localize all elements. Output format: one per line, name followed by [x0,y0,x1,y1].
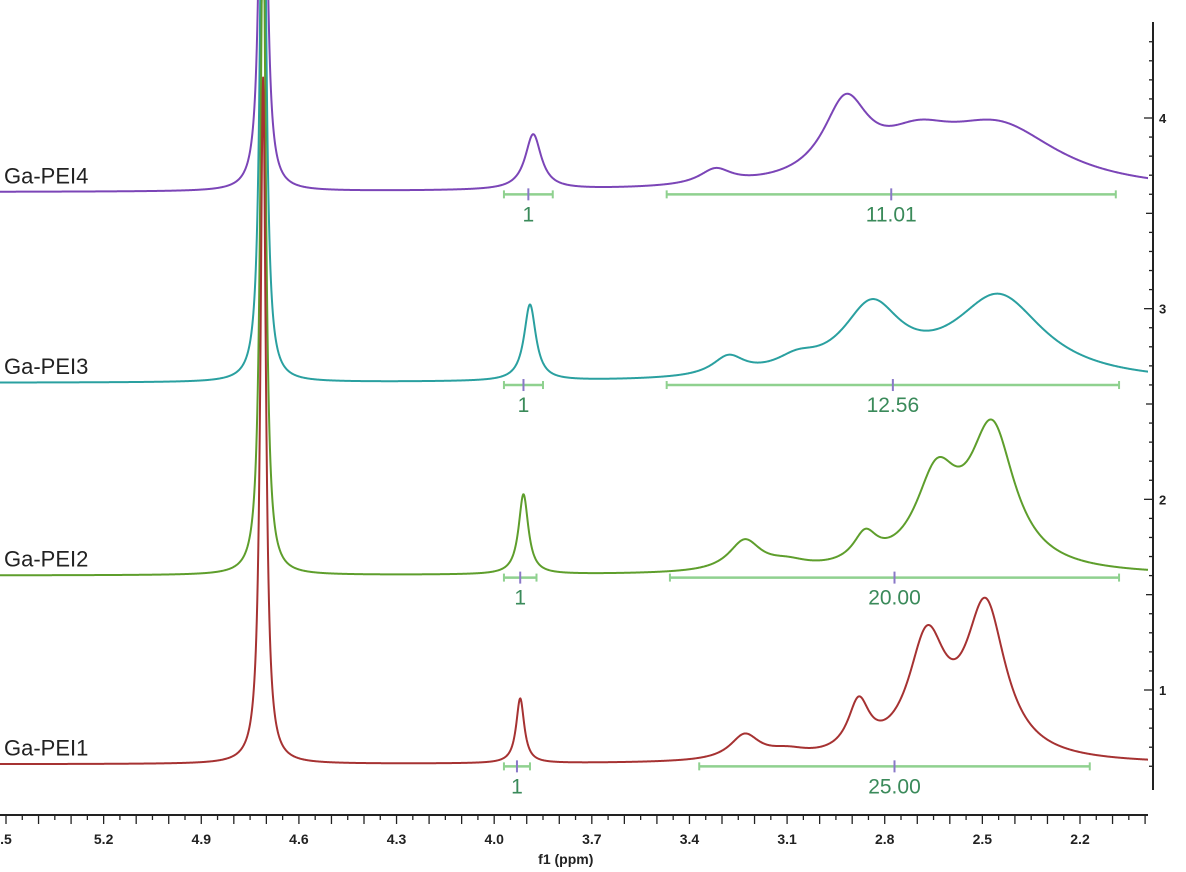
integral-ga-pei3-1: 1 [502,379,544,417]
series-label-ga-pei3: Ga-PEI3 [4,354,88,379]
x-tick-label: .5 [0,831,12,847]
y-tick-label: 4 [1159,111,1167,126]
integral-value: 12.56 [867,394,920,417]
spectrum-line-ga-pei4 [0,0,1148,193]
x-axis-ticks: .5 5.2 4.9 4.6 4.3 4.0 3.7 3.4 3.1 2.8 2.5 2.2 [0,815,1146,847]
integral-value: 1 [511,775,523,798]
integral-value: 20.00 [868,587,921,610]
integral-ga-pei4-2: 11.01 [665,188,1117,226]
series-label-ga-pei1: Ga-PEI1 [4,735,88,760]
x-tick-label: 3.4 [680,831,700,847]
x-tick-label: 3.7 [582,831,602,847]
integral-value: 1 [518,394,530,417]
spectrum-line-ga-pei1 [0,76,1148,766]
integral-value: 1 [514,587,526,610]
series-labels-layer: Ga-PEI4 Ga-PEI3 Ga-PEI2 Ga-PEI1 [4,163,88,760]
integral-ga-pei2-2: 20.00 [668,571,1121,610]
integral-ga-pei3-2: 12.56 [665,379,1121,417]
x-tick-label: 5.2 [94,831,114,847]
x-tick-label: 4.6 [289,831,309,847]
x-tick-label: 4.3 [387,831,407,847]
x-axis: .5 5.2 4.9 4.6 4.3 4.0 3.7 3.4 3.1 2.8 2.5 2.2 f1 (… [0,814,1148,867]
integral-ga-pei4-1: 1 [502,188,554,226]
x-tick-label: 2.8 [875,831,895,847]
x-tick-label: 3.1 [777,831,797,847]
x-tick-label: 4.0 [484,831,504,847]
series-label-ga-pei2: Ga-PEI2 [4,547,88,572]
integral-ga-pei1-1: 1 [502,760,531,798]
x-tick-label: 2.2 [1070,831,1090,847]
spectrum-line-ga-pei3 [0,0,1148,384]
x-tick-label: 2.5 [973,831,993,847]
integral-value: 1 [523,203,535,226]
spectra-layer [0,0,1148,766]
y-axis: 1 2 3 4 [1144,22,1167,790]
series-label-ga-pei4: Ga-PEI4 [4,163,88,188]
integral-ga-pei1-2: 25.00 [698,760,1091,798]
integrals-layer: 1 11.01 1 12.56 1 20.00 1 25.00 [502,188,1121,798]
integral-ga-pei2-1: 1 [502,571,538,610]
spectrum-line-ga-pei2 [0,0,1148,577]
x-axis-title: f1 (ppm) [538,851,593,867]
integral-value: 25.00 [868,775,921,798]
x-tick-label: 4.9 [192,831,212,847]
y-axis-ticks: 1 2 3 4 [1144,41,1167,767]
y-tick-label: 1 [1159,683,1166,698]
integral-value: 11.01 [866,203,917,226]
y-tick-label: 2 [1159,492,1166,507]
y-tick-label: 3 [1159,302,1166,317]
